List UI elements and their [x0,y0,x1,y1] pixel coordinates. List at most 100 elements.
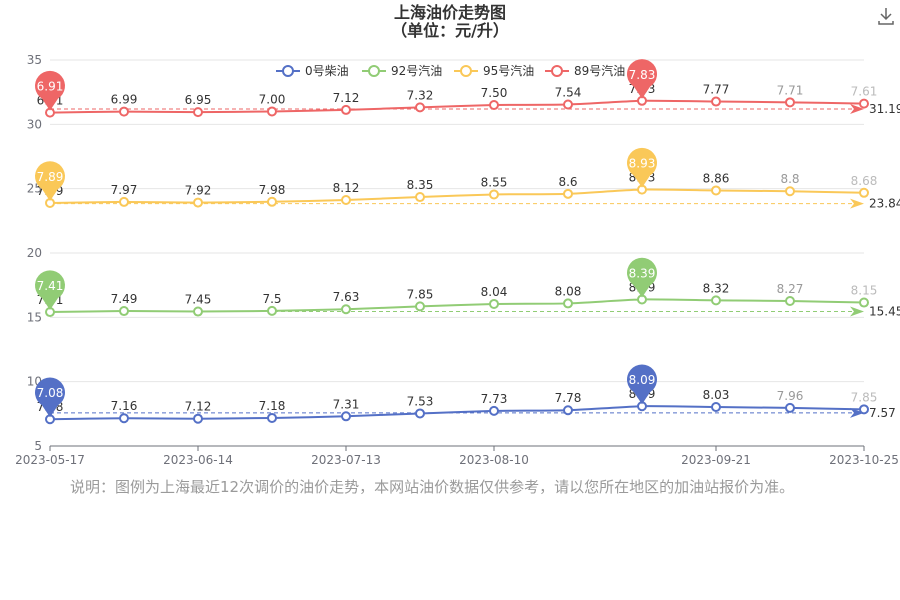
data-point [489,189,499,200]
mark-line-arrow [850,407,864,418]
data-label: 8.86 [703,171,730,185]
chart-title: 上海油价走势图 [393,3,506,22]
data-label: 7.92 [185,184,212,198]
data-label: 7.49 [111,292,138,306]
y-tick-label: 35 [27,53,42,67]
download-icon [878,8,894,25]
series-0: 7.57 7.08 7.16 7.12 7.18 7.31 7.53 7.73 7.78 8.09… [35,364,896,425]
data-point [341,104,351,115]
data-point [563,188,573,199]
pin-shape [627,364,658,405]
pin-label: 7.83 [629,68,656,82]
y-tick-label: 30 [27,117,42,131]
data-label: 7.71 [777,83,804,97]
data-label: 8.08 [555,284,582,298]
data-label: 8.68 [851,174,878,188]
data-label: 8.6 [558,175,577,189]
mark-line-arrow [850,306,864,317]
data-point [785,295,795,306]
mark-point-pin: 8.93 [627,147,658,188]
x-tick-label: 2023-09-21 [681,453,751,467]
data-point [119,106,129,117]
mark-line-label: 23.84 [869,197,900,211]
data-point [193,413,203,424]
data-point [193,197,203,208]
data-label: 7.53 [407,394,434,408]
data-point [711,185,721,196]
data-point [193,306,203,317]
mark-point-pin: 7.83 [627,59,658,99]
data-point [785,402,795,413]
y-tick-label: 20 [27,246,42,260]
data-label: 7.54 [555,86,582,100]
legend-item[interactable]: 95号汽油 [454,63,534,78]
data-point [489,405,499,416]
footnote: 说明：图例为上海最近12次调价的油价走势，本网站油价数据仅供参考，请以您所在地区… [70,478,795,496]
legend-item[interactable]: 0号柴油 [276,64,349,78]
data-point [267,305,277,316]
data-label: 7.73 [481,392,508,406]
legend-label: 89号汽油 [574,63,625,78]
mark-point-pin: 7.89 [35,161,65,201]
series-3: 31.19 6.91 6.99 6.95 7.00 7.12 7.32 7.50 7.54 7.8… [35,59,900,118]
mark-point-pin: 7.08 [35,377,65,418]
pin-shape [627,59,658,99]
download-button[interactable] [874,4,898,28]
data-label: 7.31 [333,397,360,411]
data-label: 7.50 [481,86,508,100]
mark-point-pin: 7.41 [35,270,65,311]
data-label: 7.12 [185,400,212,414]
data-label: 7.77 [703,83,730,97]
data-point [563,298,573,309]
data-label: 7.00 [259,92,286,106]
pin-label: 7.89 [37,170,64,184]
legend-item[interactable]: 92号汽油 [362,63,442,78]
data-label: 7.78 [555,391,582,405]
data-label: 7.98 [259,183,286,197]
mark-line-arrow [850,104,864,115]
data-label: 6.99 [111,93,138,107]
data-point [711,402,721,413]
data-point [859,297,869,308]
y-tick-label: 5 [34,439,42,453]
pin-label: 8.39 [629,266,656,280]
data-point [711,295,721,306]
data-label: 7.97 [111,183,138,197]
pin-label: 8.09 [629,373,656,387]
data-point [415,192,425,203]
data-point [341,304,351,315]
data-label: 8.32 [703,281,730,295]
pin-label: 7.08 [37,386,64,400]
mark-line-label: 15.45 [869,305,900,319]
data-label: 8.8 [780,172,799,186]
x-tick-label: 2023-07-13 [311,453,381,467]
series-1: 15.45 7.41 7.49 7.45 7.5 7.63 7.85 8.04 8.08 8.39… [35,257,900,319]
data-label: 7.61 [851,85,878,99]
data-label: 8.12 [333,181,360,195]
legend-marker [368,65,380,77]
data-label: 7.18 [259,399,286,413]
data-label: 8.35 [407,178,434,192]
data-label: 7.16 [111,399,138,413]
data-point [119,306,129,317]
data-point [563,405,573,416]
data-label: 7.85 [407,287,434,301]
legend-label: 92号汽油 [391,63,442,78]
mark-point-pin: 6.91 [35,70,65,111]
x-tick-label: 2023-05-17 [15,453,85,467]
data-point [859,187,869,198]
x-tick-label: 2023-10-25 [829,453,899,467]
data-point [785,97,795,108]
pin-shape [35,377,65,418]
data-label: 7.85 [851,390,878,404]
data-point [267,196,277,207]
mark-line-label: 7.57 [869,406,896,420]
data-label: 8.15 [851,284,878,298]
legend-item[interactable]: 89号汽油 [545,63,625,78]
mark-point-pin: 8.39 [627,257,658,298]
pin-label: 6.91 [37,80,64,94]
data-label: 7.12 [333,91,360,105]
pin-label: 8.93 [629,157,656,171]
pin-shape [35,70,65,111]
